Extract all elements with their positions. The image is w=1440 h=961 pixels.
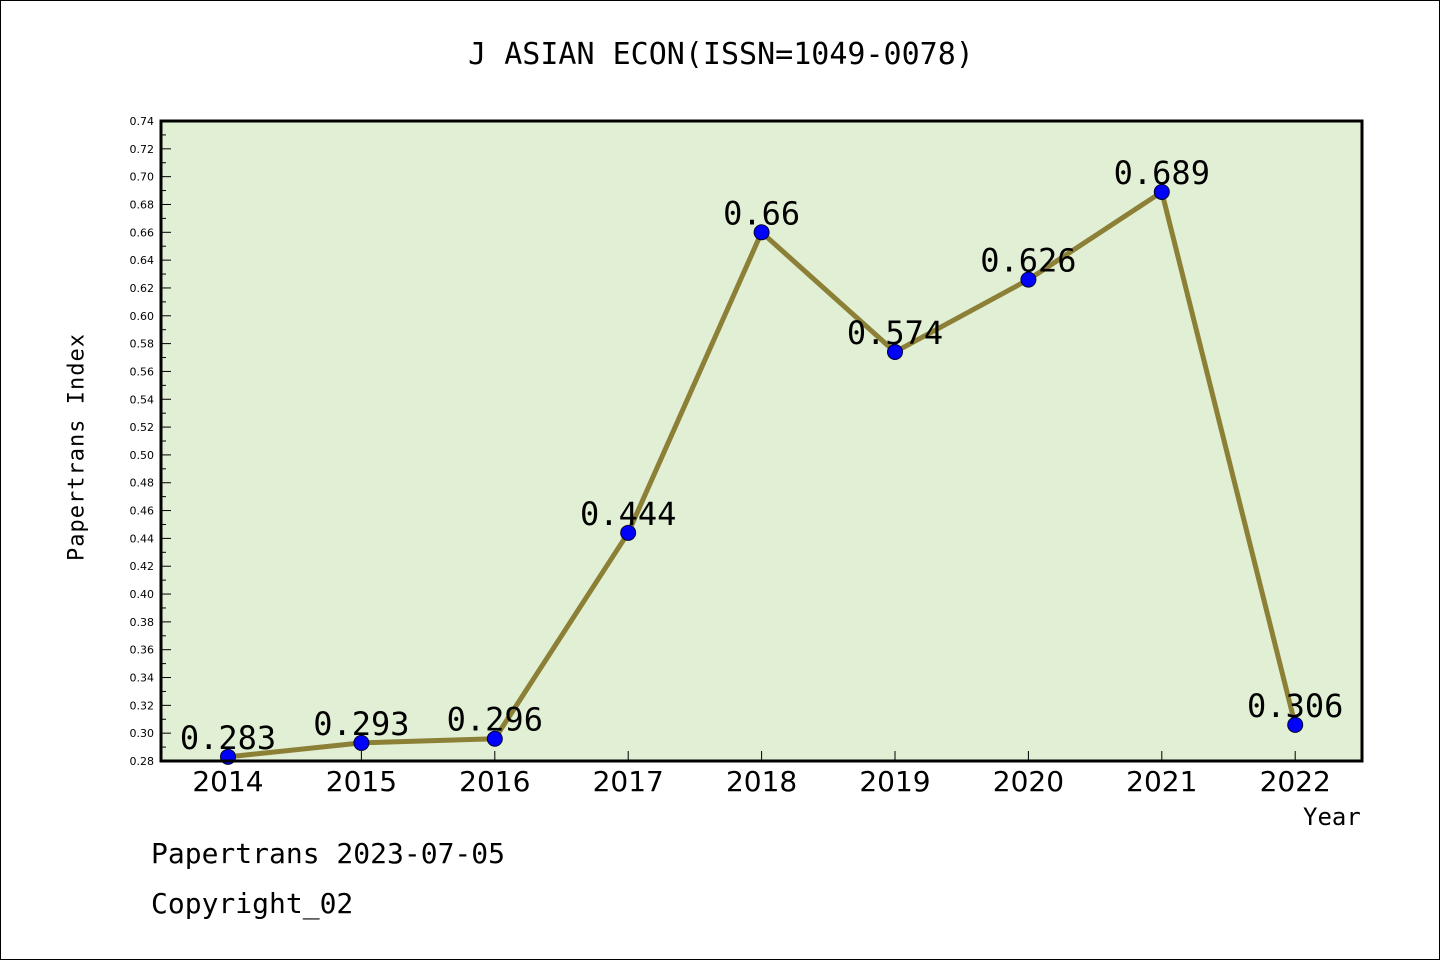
y-tick-label: 0.58 bbox=[130, 338, 155, 351]
plot-frame bbox=[159, 119, 1364, 763]
data-label: 0.306 bbox=[1247, 687, 1343, 725]
chart-title: J ASIAN ECON(ISSN=1049-0078) bbox=[468, 37, 974, 72]
x-tick-label: 2021 bbox=[1126, 765, 1197, 798]
y-tick-label: 0.68 bbox=[130, 198, 155, 211]
y-tick-label: 0.54 bbox=[130, 393, 155, 406]
data-label: 0.293 bbox=[313, 705, 409, 743]
y-tick-label: 0.32 bbox=[130, 699, 155, 712]
data-point bbox=[753, 224, 770, 241]
y-tick-label: 0.60 bbox=[130, 310, 155, 323]
x-tick-label: 2014 bbox=[192, 765, 263, 798]
x-tick-label: 2018 bbox=[726, 765, 797, 798]
y-tick-label: 0.46 bbox=[130, 505, 155, 518]
y-tick-label: 0.50 bbox=[130, 449, 155, 462]
y-tick-label: 0.28 bbox=[130, 755, 155, 768]
data-point bbox=[887, 343, 903, 360]
x-tick-label: 2020 bbox=[993, 765, 1064, 798]
y-tick-label: 0.72 bbox=[130, 143, 155, 156]
data-label: 0.626 bbox=[980, 242, 1076, 280]
y-tick-label: 0.52 bbox=[130, 421, 155, 434]
y-tick-label: 0.62 bbox=[130, 282, 155, 295]
data-point bbox=[1153, 183, 1170, 200]
data-label: 0.283 bbox=[180, 719, 276, 757]
y-tick-label: 0.36 bbox=[130, 644, 155, 657]
x-tick-label: 2022 bbox=[1260, 765, 1331, 798]
y-tick-label: 0.48 bbox=[130, 477, 155, 490]
x-tick-label: 2015 bbox=[326, 765, 397, 798]
data-point bbox=[486, 730, 503, 747]
y-tick-label: 0.34 bbox=[130, 672, 155, 685]
data-point bbox=[353, 734, 370, 751]
x-tick-label: 2019 bbox=[859, 765, 930, 798]
data-point bbox=[1287, 716, 1304, 733]
data-label: 0.66 bbox=[723, 194, 800, 232]
y-tick-label: 0.64 bbox=[130, 254, 155, 267]
y-tick-label: 0.66 bbox=[130, 226, 155, 239]
data-label: 0.296 bbox=[447, 701, 543, 739]
data-point bbox=[1020, 271, 1037, 288]
y-tick-label: 0.38 bbox=[130, 616, 155, 629]
y-tick-label: 0.44 bbox=[130, 532, 155, 545]
x-axis-label: Year bbox=[1303, 803, 1361, 831]
footer-date: Papertrans 2023-07-05 bbox=[151, 837, 506, 870]
y-tick-label: 0.74 bbox=[130, 115, 155, 128]
y-tick-label: 0.40 bbox=[130, 588, 155, 601]
y-tick-label: 0.42 bbox=[130, 560, 155, 573]
footer-copyright: Copyright_02 bbox=[151, 887, 354, 920]
x-tick-label: 2017 bbox=[593, 765, 664, 798]
y-tick-label: 0.70 bbox=[130, 171, 155, 184]
data-label: 0.689 bbox=[1114, 154, 1210, 192]
y-tick-label: 0.56 bbox=[130, 365, 155, 378]
data-label: 0.444 bbox=[580, 495, 676, 533]
x-tick-label: 2016 bbox=[459, 765, 530, 798]
data-point bbox=[620, 524, 637, 541]
data-label: 0.574 bbox=[847, 314, 943, 352]
y-tick-label: 0.30 bbox=[130, 727, 155, 740]
